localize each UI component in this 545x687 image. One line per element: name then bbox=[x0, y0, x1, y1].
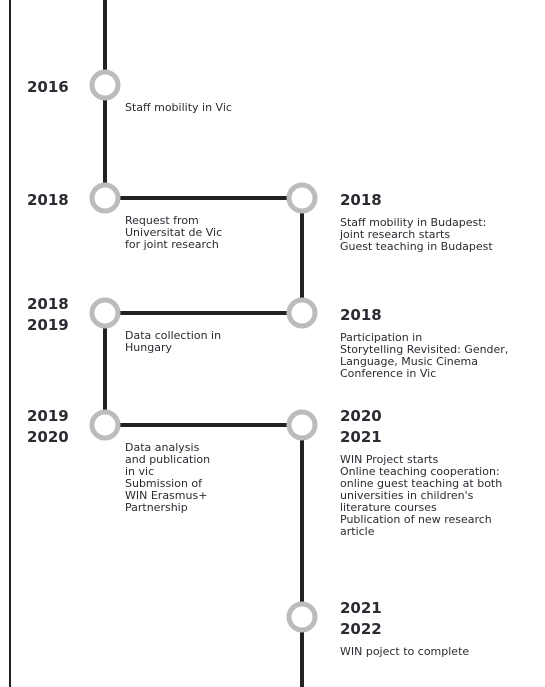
year: 2018 bbox=[340, 305, 382, 326]
description: Staff mobility in Budapest: joint researc… bbox=[340, 215, 493, 253]
year-line: 2022 bbox=[340, 620, 382, 638]
node bbox=[286, 601, 318, 633]
year: 2016 bbox=[27, 77, 69, 98]
year: 2018 bbox=[340, 190, 382, 211]
year: 2018 2019 bbox=[27, 294, 69, 336]
node bbox=[89, 69, 121, 101]
description: Data analysis and publication in vic Submis… bbox=[125, 442, 210, 514]
year-line: 2019 bbox=[27, 407, 69, 425]
year: 2019 2020 bbox=[27, 406, 69, 448]
year-line: 2016 bbox=[27, 77, 69, 96]
description-line: universities in children's bbox=[340, 489, 474, 502]
year-line: 2021 bbox=[340, 599, 382, 617]
description-line: Submission of bbox=[125, 477, 203, 490]
description: Request from Universitat de Vic for joint … bbox=[125, 215, 222, 251]
node bbox=[286, 409, 318, 441]
description-line: Staff mobility in Budapest: bbox=[340, 215, 487, 229]
description-line: Participation in bbox=[340, 330, 423, 344]
year-line: 2020 bbox=[27, 428, 69, 446]
description-line: Partnership bbox=[125, 501, 188, 514]
description-line: Storytelling Revisited: Gender, bbox=[340, 342, 509, 356]
description-line: article bbox=[340, 525, 375, 538]
description-line: WIN Erasmus+ bbox=[125, 489, 208, 502]
node bbox=[89, 409, 121, 441]
year: 2021 2022 bbox=[340, 598, 382, 640]
description: Staff mobility in Vic bbox=[125, 102, 232, 114]
description-line: Hungary bbox=[125, 341, 172, 354]
description: WIN poject to complete bbox=[340, 646, 469, 658]
path bbox=[103, 0, 304, 687]
node bbox=[286, 297, 318, 329]
node bbox=[89, 297, 121, 329]
description-line: WIN Project starts bbox=[340, 453, 439, 466]
description-line: Data analysis bbox=[125, 441, 200, 454]
year: 2018 bbox=[27, 190, 69, 211]
description: WIN Project starts Online teaching cooper… bbox=[340, 454, 502, 538]
year-line: 2019 bbox=[27, 316, 69, 334]
description-line: online guest teaching at both bbox=[340, 477, 503, 490]
description-line: for joint research bbox=[125, 238, 219, 251]
year-line: 2018 bbox=[27, 190, 69, 209]
description-line: Staff mobility in Vic bbox=[125, 101, 232, 114]
description-line: Universitat de Vic bbox=[125, 226, 223, 239]
year-line: 2020 bbox=[340, 407, 382, 425]
description-line: WIN poject to complete bbox=[340, 645, 470, 658]
description-line: Online teaching cooperation: bbox=[340, 465, 500, 478]
description-line: Publication of new research bbox=[340, 513, 492, 526]
description-line: Data collection in bbox=[125, 329, 222, 342]
description: Data collection in Hungary bbox=[125, 330, 221, 354]
description-line: Guest teaching in Budapest bbox=[340, 239, 493, 253]
node bbox=[89, 182, 121, 214]
description-line: in vic bbox=[125, 465, 155, 478]
year-line: 2018 bbox=[340, 305, 382, 324]
description-line: and publication bbox=[125, 453, 211, 466]
year-line: 2021 bbox=[340, 428, 382, 446]
year-line: 2018 bbox=[340, 190, 382, 209]
year: 2020 2021 bbox=[340, 406, 382, 448]
description-line: joint research starts bbox=[340, 227, 451, 241]
node bbox=[286, 182, 318, 214]
description-line: Request from bbox=[125, 214, 199, 227]
year-line: 2018 bbox=[27, 295, 69, 313]
description-line: literature courses bbox=[340, 501, 437, 514]
description-line: Conference in Vic bbox=[340, 366, 437, 380]
description-line: Language, Music Cinema bbox=[340, 354, 479, 368]
description: Participation in Storytelling Revisited: … bbox=[340, 330, 509, 380]
